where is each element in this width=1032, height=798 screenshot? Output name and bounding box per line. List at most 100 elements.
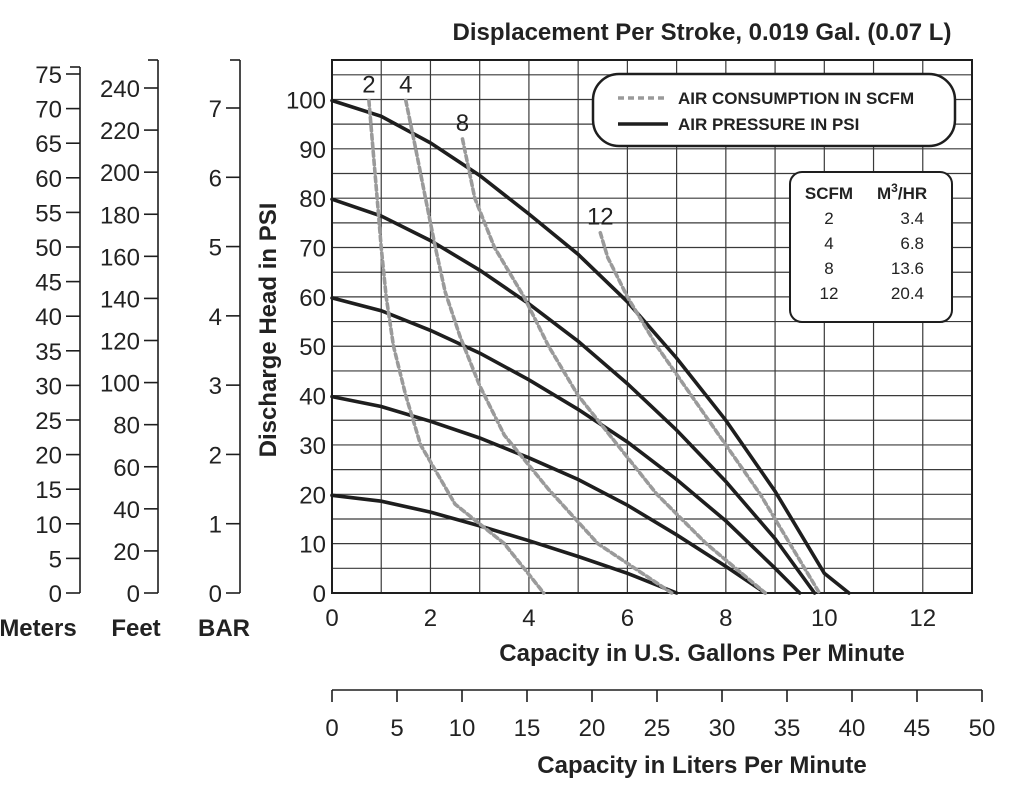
scale-tick-label: 100 [100,371,140,398]
air-consumption-curve-labels: 2 4 8 12 [362,71,613,230]
table-cell-m3hr: 6.8 [900,234,924,253]
table-cell-m3hr: 13.6 [891,259,924,278]
scale-tick-label: 3 [209,373,222,400]
scale-tick-label: 50 [35,235,62,262]
liters-tick-label: 25 [644,715,671,742]
table-cell-scfm: 8 [824,259,833,278]
legend-label-consumption: AIR CONSUMPTION IN SCFM [678,89,914,108]
scale-tick-label: 65 [35,131,62,158]
scale-unit-label: Feet [111,615,160,642]
scale-tick-label: 5 [49,546,62,573]
pressure-curve-80 [330,197,817,595]
x-tick-label: 8 [719,605,732,632]
liters-tick-label: 30 [709,715,736,742]
consumption-curve-4 [404,98,674,595]
scale-tick-label: 40 [113,497,140,524]
scale-tick-label: 160 [100,244,140,271]
scale-tick-label: 0 [127,581,140,608]
y-tick-label: 30 [299,433,326,460]
x-tick-label: 4 [522,605,535,632]
chart-title: Displacement Per Stroke, 0.019 Gal. (0.0… [453,19,952,46]
liters-tick-label: 45 [904,715,931,742]
scale-tick-label: 220 [100,118,140,145]
y-tick-label: 90 [299,137,326,164]
y-tick-label: 80 [299,186,326,213]
liters-tick-label: 10 [449,715,476,742]
scale-tick-label: 10 [35,512,62,539]
pressure-curve-40 [330,394,767,595]
scale-tick-label: 75 [35,62,62,89]
scale-tick-label: 60 [35,166,62,193]
scale-unit-label: Meters [0,615,77,642]
scale-tick-label: 1 [209,512,222,539]
scale-tick-label: 0 [209,581,222,608]
table-cell-scfm: 4 [824,234,833,253]
consumption-label-4: 4 [399,71,412,98]
scale-tick-label: 180 [100,202,140,229]
y-tick-label: 20 [299,482,326,509]
table-cell-m3hr: 20.4 [891,284,924,303]
consumption-label-2: 2 [362,71,375,98]
y-tick-label: 10 [299,532,326,559]
table-rows: 2 3.4 4 6.8 8 13.6 12 20.4 [820,209,924,303]
liters-tick-label: 0 [325,715,338,742]
scale-tick-label: 2 [209,442,222,469]
scale-tick-label: 0 [49,581,62,608]
y-tick-label: 40 [299,384,326,411]
scale-tick-label: 55 [35,200,62,227]
table-cell-scfm: 12 [820,284,839,303]
scale-bar: 0 1 2 3 4 5 6 7 BAR [198,59,250,642]
liters-tick-label: 35 [774,715,801,742]
scale-tick-label: 45 [35,270,62,297]
scale-tick-label: 25 [35,408,62,435]
scale-tick-label: 40 [35,304,62,331]
scale-tick-label: 240 [100,76,140,103]
table-cell-scfm: 2 [824,209,833,228]
legend: AIR CONSUMPTION IN SCFM AIR PRESSURE IN … [591,72,957,148]
pressure-curve-20 [330,493,679,595]
left-unit-scales: 051015202530354045505560657075Meters0204… [0,59,250,642]
liters-tick-label: 50 [969,715,996,742]
x-tick-label: 12 [909,605,936,632]
consumption-curve-2 [367,98,546,595]
scale-tick-label: 120 [100,329,140,356]
x-axis-title: Capacity in U.S. Gallons Per Minute [499,640,904,667]
table-box [789,171,953,323]
scale-tick-label: 6 [209,165,222,192]
pressure-curve-60 [330,296,802,595]
scale-tick-label: 20 [35,443,62,470]
y-tick-label: 70 [299,236,326,263]
scale-feet: 0 20 40 60 80 100 120 140 160 180 200 220 240 Feet [100,59,161,642]
liters-tick-label: 20 [579,715,606,742]
pressure-curve-100 [330,98,851,595]
scale-tick-label: 140 [100,286,140,313]
scale-tick-label: 80 [113,413,140,440]
table-header-scfm: SCFM [805,184,853,203]
x-tick-label: 0 [325,605,338,632]
y-tick-label: 100 [286,87,326,114]
table-cell-m3hr: 3.4 [900,209,924,228]
x-tick-label: 6 [621,605,634,632]
liters-tick-label: 5 [390,715,403,742]
scale-tick-label: 4 [209,304,222,331]
liters-axis: 0 5 10 15 20 25 30 35 40 45 50 [325,689,996,742]
scale-tick-label: 35 [35,339,62,366]
scale-tick-label: 20 [113,539,140,566]
scale-meters: 0 5 10 15 20 25 30 35 40 45 50 55 60 65 70 75 Meters [0,62,81,642]
consumption-curve-12 [598,230,822,595]
x-tick-label: 2 [424,605,437,632]
scfm-conversion-table: SCFM M3/HR 2 3.4 4 6.8 8 13.6 12 20.4 [789,171,953,323]
x-tick-label: 10 [811,605,838,632]
scale-tick-label: 200 [100,160,140,187]
legend-label-pressure: AIR PRESSURE IN PSI [678,115,859,134]
scale-tick-label: 7 [209,96,222,123]
y-tick-label: 0 [313,581,326,608]
y-tick-label: 50 [299,334,326,361]
y-tick-labels: 0 10 20 30 40 50 60 70 80 90 100 [286,87,326,608]
plot-frame [331,59,973,594]
consumption-curve-8 [460,137,767,595]
y-tick-label: 60 [299,285,326,312]
legend-box [591,72,957,148]
series-layer [330,98,851,595]
